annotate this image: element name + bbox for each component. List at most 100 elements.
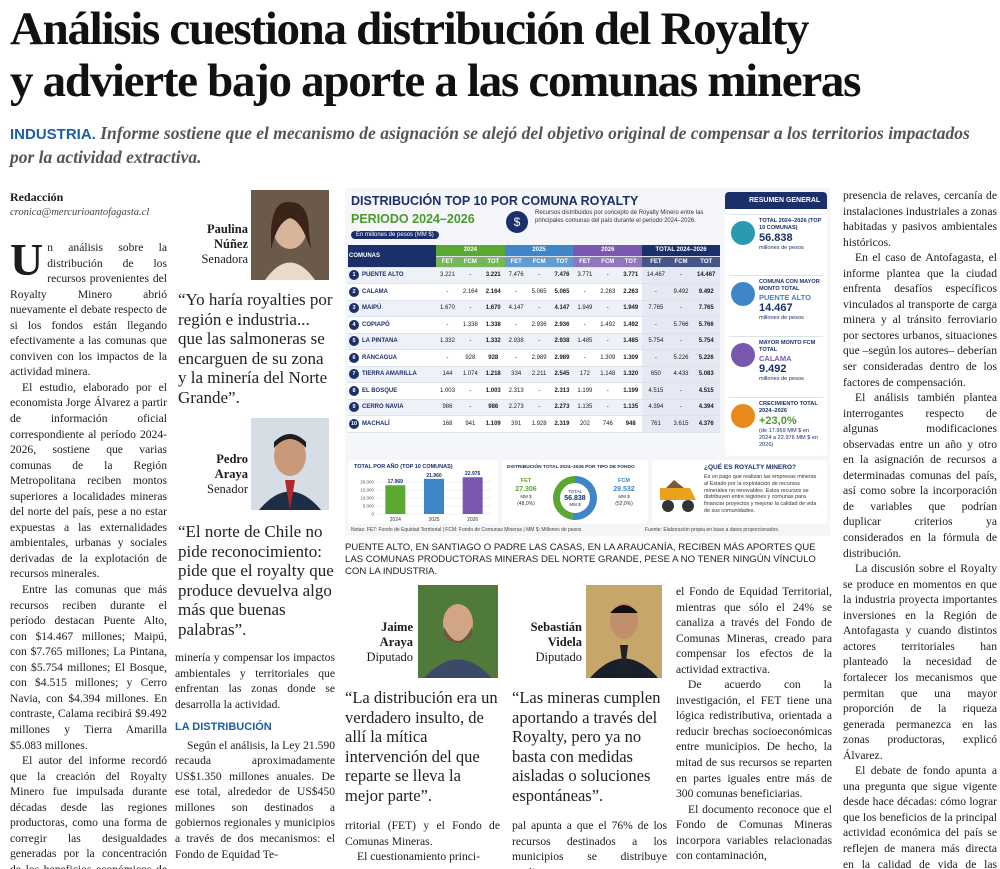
paragraph: El debate de fondo apunta a una pregunta… [843,764,997,869]
center-value: 56.838 [564,495,586,502]
comuna: PUENTE ALTO [362,272,404,279]
paragraph: El documento reconoce que el Fondo de Co… [676,802,832,863]
card-value: 14.467 [759,302,793,314]
value-cell: 2.263 [596,283,620,301]
value-cell: 1.003 [436,382,459,400]
quote: “La distribución era un verdadero insult… [345,688,498,805]
speaker-surname: Videla [547,635,582,649]
value-cell: 7.476 [504,267,528,284]
sub-header: FCM [596,256,620,268]
value-cell: 1.338 [481,316,505,334]
value-cell: - [573,316,597,334]
card-label: COMUNA CON MAYOR MONTO TOTAL [759,279,820,292]
comuna-cell: 6 RANCAGUA [348,349,436,367]
legend-unit: MM $ [618,494,630,499]
value-cell: 1.949 [619,300,643,317]
donut-slice [572,476,597,520]
sub-header: TOT [481,256,505,268]
x-tick-label: 2026 [467,517,478,523]
value-cell: 2.319 [550,415,574,433]
column-text: presencia de relaves, cercanía de instal… [843,188,997,869]
donut-slice [553,476,575,520]
table-row: 10 MACHALÍ 168 941 1.109 391 1.928 2.319 202 746 9… [348,415,720,433]
paragraph: El cuestionamiento princi- [357,850,480,864]
card-icon [731,221,755,245]
value-cell: 2.164 [458,283,482,301]
value-cell: 14.467 [642,267,670,284]
card-label: CRECIMIENTO TOTAL 2024–2026 [759,401,818,414]
speaker-name: Pedro [216,452,248,466]
value-cell: 2.211 [527,366,551,383]
value-cell: - [596,399,620,416]
header-row: FET FCM TOT FET FCM TOT FET FCM TOT FET FCM TOT [348,256,720,268]
comuna: MAIPÚ [362,305,382,312]
value-cell: 2.545 [550,366,574,383]
value-cell: - [504,283,528,301]
value-cell: 2.164 [481,283,505,301]
value-cell: 2.313 [504,382,528,400]
sub-header: FET [436,256,459,268]
value-cell: 4.376 [692,415,720,433]
paragraph: De acuerdo con la investigación, el FET … [676,678,832,801]
column: minería y compensar los impactos ambient… [175,650,335,869]
year-header: TOTAL 2024–2026 [642,245,720,257]
table-row: 4 COPIAPÓ -1.338 1.338-2.936 2.936-1.492 1.49… [348,316,720,334]
header-row: COMUNAS 2024 2025 2026 TOTAL 2024–2026 [348,245,720,268]
comuna-cell: 9 CERRO NAVIA [348,399,436,416]
value-cell: 1.492 [619,316,643,334]
comuna-cell: 5 LA PINTANA [348,333,436,350]
value-cell: 7.476 [550,267,574,284]
infographic-title: DISTRIBUCIÓN TOP 10 POR COMUNA ROYALTY [351,194,639,208]
legend-label: FCM [618,478,630,484]
column-text: rritorial (FET) y el Fondo de Comunas Mi… [345,818,500,865]
table-row: 3 MAIPÚ 1.670-1.670 4.147-4.147 1.949-1.949 7… [348,300,720,317]
summary-card: CRECIMIENTO TOTAL 2024–2026 +23,0% (de 17.… [729,397,823,449]
quote: “El norte de Chile no pide reconocimient… [178,522,334,639]
value-cell: 1.135 [619,399,643,416]
value-cell: 168 [436,415,459,433]
table-row: 5 LA PINTANA 1.332-1.332 2.938-2.938 1.485-1… [348,333,720,350]
paragraph: el Fondo de Equidad Territorial, mientra… [676,585,832,676]
value-cell: 986 [481,399,505,416]
value-cell: - [458,267,482,284]
headline: Análisis cuestiona distribución del Roya… [10,3,809,55]
bar-chart: TOTAL POR AÑO (TOP 10 COMUNAS) 0 5.000 10.0… [354,463,492,523]
column-text: n análisis sobre la distribución de los … [10,240,167,869]
card-value: 9.492 [759,363,787,375]
value-cell: 4.515 [692,382,720,400]
value-cell: 5.065 [550,283,574,301]
donut-chart: DISTRIBUCIÓN TOTAL 2024–2026 POR TIPO DE… [507,462,635,520]
deck: Informe sostiene que el mecanismo de asi… [10,123,970,167]
value-cell: 4.394 [692,399,720,416]
y-tick-label: 5.000 [363,504,375,509]
description: Recursos distribuidos por concepto de Ro… [535,210,704,224]
speaker-role: Senadora [201,252,248,266]
value-cell: 2.989 [527,349,551,367]
chart-title: DISTRIBUCIÓN TOTAL 2024–2026 POR TIPO DE… [507,462,635,470]
value-cell: 9.492 [669,283,693,301]
card-note: millones de pesos [759,315,804,321]
legend-label: FET [521,478,532,484]
comuna: RANCAGUA [362,354,397,361]
legend-share: (48,0%) [517,501,535,507]
card-icon [731,404,755,428]
value-cell: 3.771 [619,267,643,284]
rank: 9 [349,402,359,413]
quote: “Yo haría royalties por región e industr… [178,290,333,407]
comuna-cell: 10 MACHALÍ [348,415,436,433]
x-tick-label: 2024 [390,517,401,523]
value-cell: - [596,267,620,284]
value-cell: - [458,399,482,416]
value-cell: 928 [458,349,482,367]
photo [586,585,662,678]
value-label: 21.960 [426,473,442,479]
value-cell: 1.148 [596,366,620,383]
value-cell: 928 [481,349,505,367]
table-row: 8 EL BOSQUE 1.003-1.003 2.313-2.313 1.199-1.… [348,382,720,400]
value-cell: 2.273 [504,399,528,416]
summary-title: RESUMEN GENERAL [725,192,827,209]
value-cell: - [504,316,528,334]
legend-value: 27.306 [515,486,537,493]
